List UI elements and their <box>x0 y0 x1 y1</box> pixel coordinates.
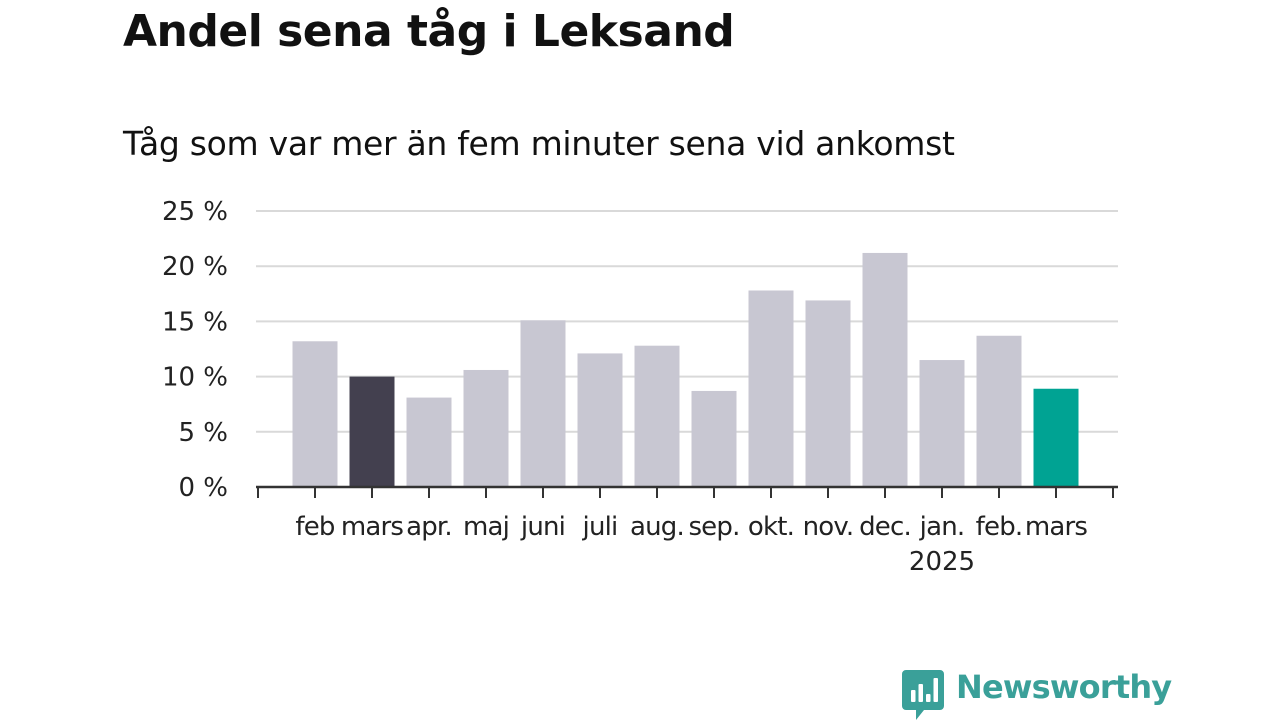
bar <box>406 397 452 487</box>
x-tick-label: aug. <box>630 512 684 542</box>
x-tick-label: feb. <box>976 512 1023 542</box>
newsworthy-logo-icon <box>902 670 944 720</box>
bar <box>292 341 338 487</box>
bar <box>1033 388 1079 487</box>
x-tick-label: mars <box>1025 512 1088 542</box>
x-tick-label: feb <box>295 512 335 542</box>
bar <box>634 345 680 487</box>
y-tick-label: 10 % <box>162 363 228 393</box>
bar <box>919 360 965 487</box>
y-axis-tick-labels: 0 % 5 % 10 % 15 % 20 % 25 % <box>162 197 228 503</box>
x-axis <box>256 485 1118 498</box>
brand-name: Newsworthy <box>956 668 1172 706</box>
bar <box>976 335 1022 487</box>
bar <box>520 320 566 487</box>
bar <box>805 300 851 487</box>
bar <box>349 376 395 487</box>
x-tick-label: nov. <box>803 512 854 542</box>
bar <box>691 390 737 487</box>
x-tick-label: jan. <box>919 512 965 542</box>
x-tick-label: dec. <box>859 512 911 542</box>
chart-subtitle: Tåg som var mer än fem minuter sena vid … <box>123 124 955 163</box>
x-tick-label: okt. <box>748 512 794 542</box>
x-tick-label: juni <box>520 512 565 542</box>
chart-title: Andel sena tåg i Leksand <box>123 6 735 57</box>
gridlines <box>256 210 1118 433</box>
x-tick-label: maj <box>463 512 509 542</box>
bar <box>577 353 623 487</box>
x-tick-label: sep. <box>688 512 739 542</box>
bar <box>748 290 794 487</box>
x-axis-tick-labels: feb mars apr. maj juni juli aug. sep. okt. nov. de… <box>295 512 1088 577</box>
x-year-label: 2025 <box>909 547 975 577</box>
y-tick-label: 20 % <box>162 252 228 282</box>
y-tick-label: 25 % <box>162 197 228 227</box>
x-tick-label: juli <box>582 512 618 542</box>
y-tick-label: 0 % <box>178 473 228 503</box>
bars <box>292 252 1079 487</box>
x-tick-label: mars <box>341 512 404 542</box>
bar <box>463 369 509 487</box>
y-tick-label: 15 % <box>162 307 228 337</box>
y-tick-label: 5 % <box>178 418 228 448</box>
brand-logo: Newsworthy <box>902 668 1172 720</box>
bar <box>862 252 908 487</box>
x-tick-label: apr. <box>406 512 452 542</box>
